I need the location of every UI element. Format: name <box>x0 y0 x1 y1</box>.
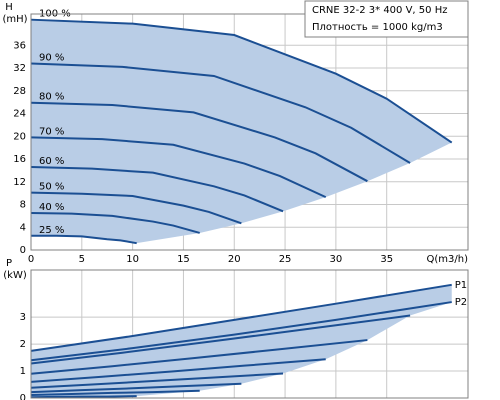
curve <box>30 191 242 225</box>
x-tick-label: 15 <box>177 254 190 265</box>
x-tick-label: 20 <box>228 254 241 265</box>
curve <box>30 372 284 389</box>
curve <box>30 62 411 164</box>
curve <box>31 234 137 245</box>
y-tick-label: 32 <box>13 63 26 74</box>
y-tick-label: 4 <box>20 222 26 233</box>
curve <box>30 358 326 383</box>
curve <box>30 314 411 365</box>
curve-label: P1 <box>455 280 467 291</box>
y-axis-label: H <box>5 2 13 13</box>
y-axis-unit: (mH) <box>2 14 27 25</box>
x-tick-label: 30 <box>330 254 343 265</box>
x-tick-label: 25 <box>279 254 292 265</box>
annotation-box <box>304 0 469 38</box>
operating-range <box>31 19 452 244</box>
annotation: Плотность = 1000 kg/m3 <box>312 22 443 33</box>
curve <box>30 212 200 234</box>
x-tick-label: 5 <box>79 254 85 265</box>
curve <box>30 101 368 183</box>
curve <box>30 283 452 352</box>
curve <box>30 339 368 375</box>
y-tick-label: 0 <box>20 393 26 400</box>
curve <box>30 301 452 362</box>
y-tick-label: 28 <box>13 86 26 97</box>
y-tick-label: 3 <box>20 312 26 323</box>
x-tick-label: 0 <box>28 254 34 265</box>
curve <box>30 382 242 394</box>
curve-label: 40 % <box>39 202 64 213</box>
curve-label: P2 <box>455 297 467 308</box>
operating-range <box>31 284 452 398</box>
curve-label: 70 % <box>39 126 64 137</box>
curve <box>30 18 453 144</box>
curve <box>30 136 327 199</box>
plot-frame <box>30 13 469 251</box>
curve-label: 25 % <box>39 225 64 236</box>
curve-label: 60 % <box>39 156 64 167</box>
curve <box>30 165 284 213</box>
y-tick-label: 0 <box>20 245 26 256</box>
curve-label: 90 % <box>39 52 64 63</box>
y-tick-label: 12 <box>13 177 26 188</box>
x-tick-label: 10 <box>126 254 139 265</box>
y-tick-label: 8 <box>20 200 26 211</box>
curve-label: 80 % <box>39 92 64 103</box>
y-tick-label: 16 <box>13 154 26 165</box>
y-tick-label: 24 <box>13 109 26 120</box>
y-tick-label: 1 <box>20 366 26 377</box>
y-axis-unit: (kW) <box>3 270 27 281</box>
curve <box>30 389 200 397</box>
annotation: CRNE 32-2 3* 400 V, 50 Hz <box>312 5 447 16</box>
y-tick-label: 36 <box>13 40 26 51</box>
x-tick-label: 35 <box>380 254 393 265</box>
y-tick-label: 2 <box>20 339 26 350</box>
y-tick-label: 20 <box>13 131 26 142</box>
y-axis-label: P <box>6 258 12 269</box>
curve-label: 50 % <box>39 182 64 193</box>
x-axis-label: Q(m3/h) <box>427 254 469 265</box>
plot-frame <box>30 269 469 399</box>
curve <box>30 395 137 399</box>
